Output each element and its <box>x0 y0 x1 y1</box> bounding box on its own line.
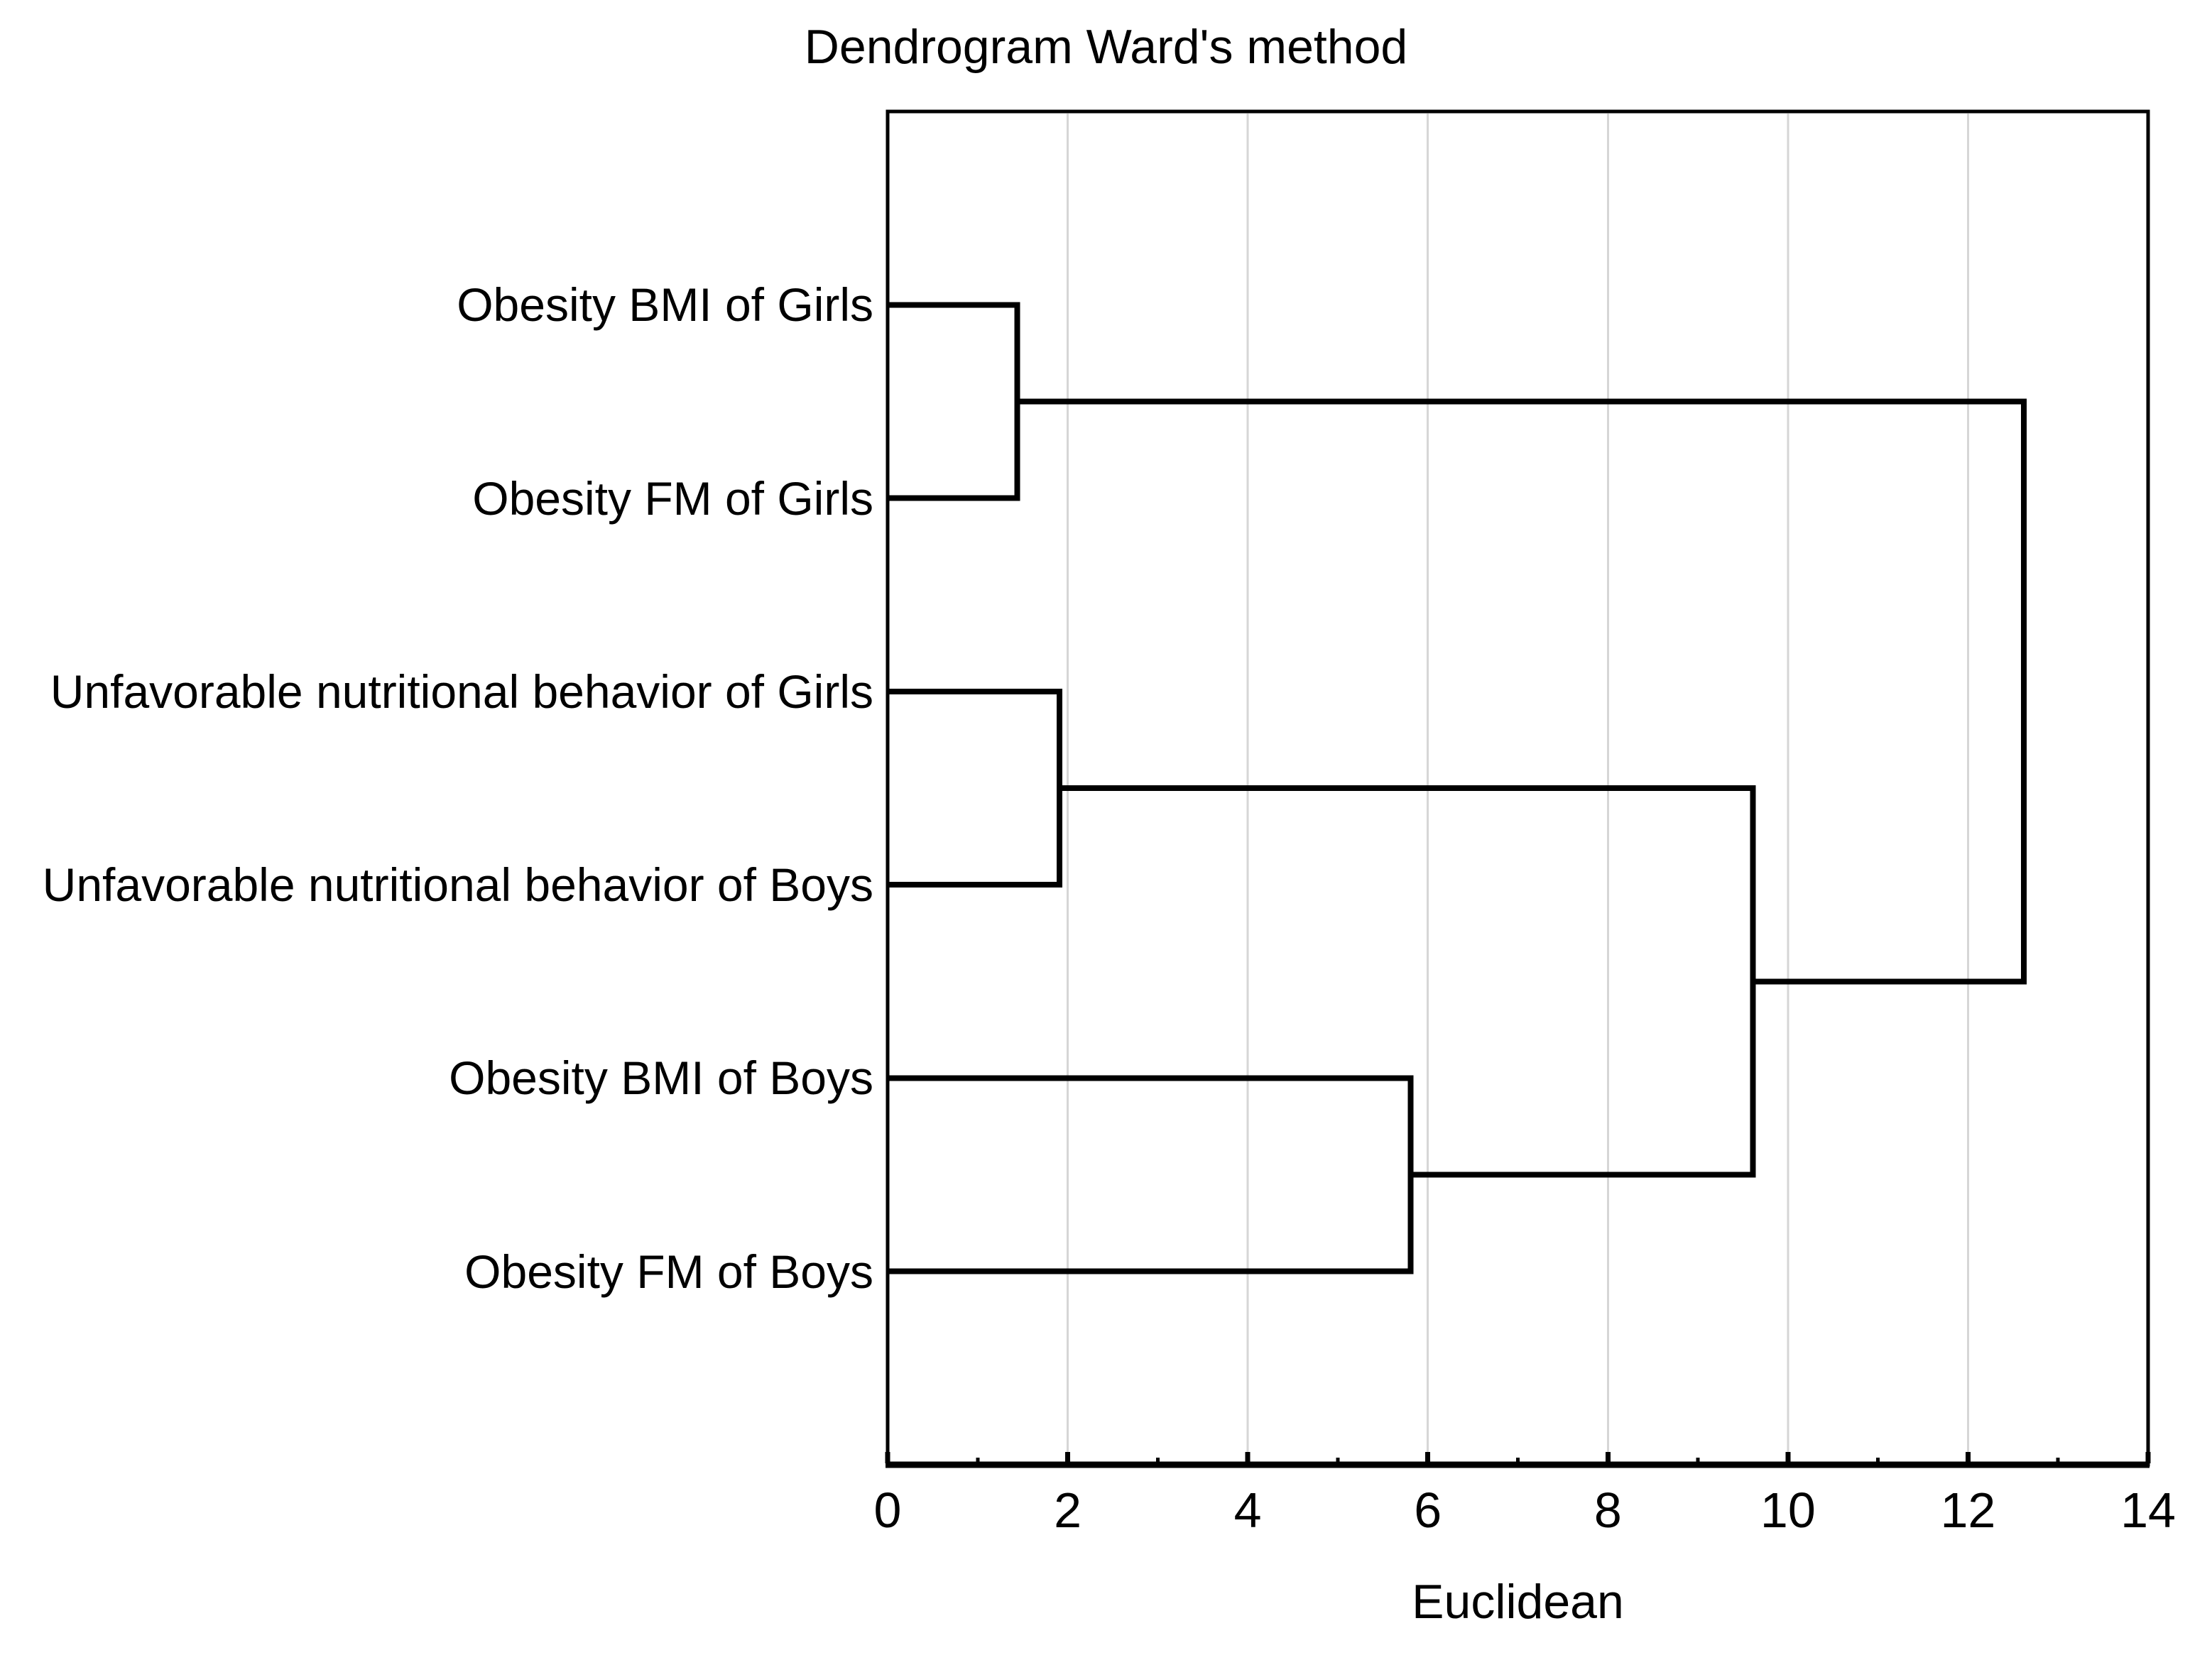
x-tick-label: 2 <box>1054 1482 1082 1538</box>
dendrogram-link-M5 <box>1017 398 2027 985</box>
dendrogram-link-M3 <box>888 1075 1414 1274</box>
leaf-label: Obesity FM of Girls <box>472 471 873 525</box>
x-tick-label: 4 <box>1233 1482 1262 1538</box>
x-tick-label: 8 <box>1593 1482 1622 1538</box>
x-tick-label: 14 <box>2120 1482 2176 1538</box>
leaf-label: Obesity FM of Boys <box>464 1245 873 1298</box>
x-axis-title: Euclidean <box>1412 1575 1624 1629</box>
dendrogram-link-M1 <box>888 302 1020 501</box>
leaf-label: Obesity BMI of Girls <box>457 278 873 332</box>
dendrogram-link-M4 <box>1059 785 1756 1178</box>
leaf-label: Unfavorable nutritional behavior of Boys <box>42 858 873 912</box>
leaf-label: Unfavorable nutritional behavior of Girl… <box>50 665 873 718</box>
leaf-label: Obesity BMI of Boys <box>449 1052 873 1105</box>
x-tick-label: 10 <box>1760 1482 1816 1538</box>
x-tick-label: 6 <box>1414 1482 1442 1538</box>
dendrogram-link-M2 <box>888 688 1063 888</box>
x-tick-label: 0 <box>873 1482 902 1538</box>
x-tick-label: 12 <box>1940 1482 1996 1538</box>
chart-title: Dendrogram Ward's method <box>804 20 1408 74</box>
